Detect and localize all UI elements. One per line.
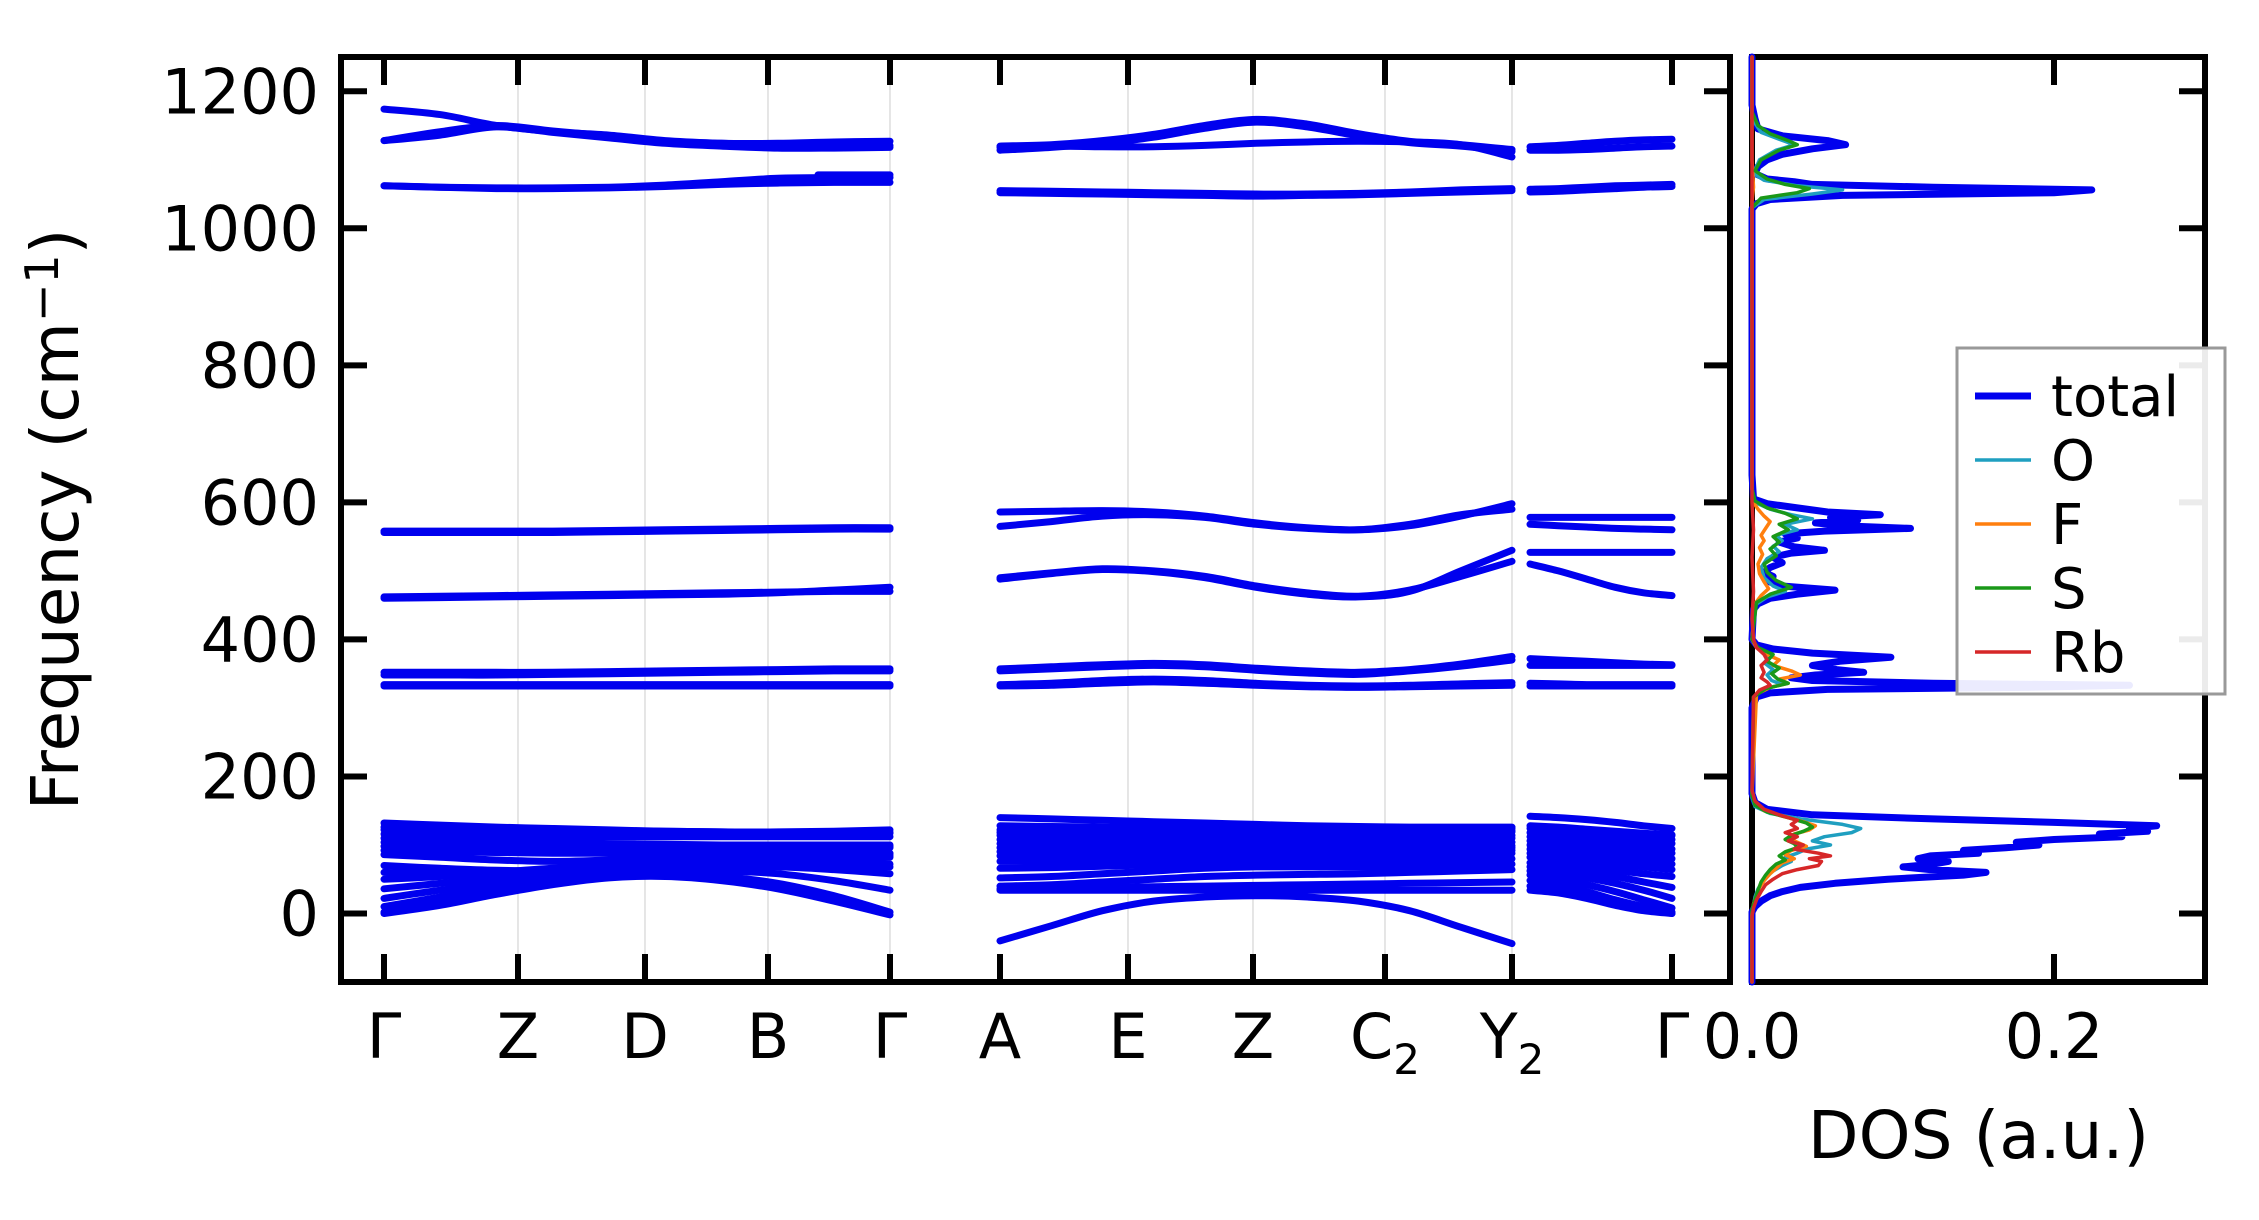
phonon-band-curve — [380, 830, 894, 841]
phonon-band-curve — [996, 860, 1516, 882]
legend-label-Rb: Rb — [2051, 621, 2125, 686]
phonon-band-curve — [996, 137, 1516, 161]
dos-x-axis-label: DOS (a.u.) — [1808, 1097, 2149, 1174]
dos-curve-Rb — [1750, 55, 1833, 984]
phonon-band-curve — [996, 505, 1516, 534]
band-axes-frame — [338, 54, 1733, 985]
phonon-band-curve — [1526, 871, 1676, 912]
phonon-band-curve — [1526, 142, 1676, 154]
phonon-band-curve — [1526, 886, 1676, 917]
dos-curve-S — [1750, 55, 1815, 984]
band-xtick-label: Y2 — [1479, 1000, 1545, 1084]
legend-label-F: F — [2051, 493, 2083, 558]
dos-xtick-label: 0.2 — [2005, 1000, 2104, 1073]
phonon-band-curve — [1526, 135, 1676, 151]
legend-box — [1955, 346, 2227, 696]
band-xtick-label: Z — [497, 1000, 539, 1073]
legend-label-total: total — [2051, 365, 2179, 430]
phonon-band-curve — [1526, 520, 1676, 534]
phonon-band-curve — [996, 546, 1516, 601]
phonon-band-curve — [1526, 837, 1676, 853]
phonon-band-curve — [1526, 825, 1676, 839]
phonon-band-curve — [380, 123, 894, 152]
phonon-band-curve — [1526, 833, 1676, 848]
phonon-band-curve — [380, 525, 894, 537]
phonon-band-curve — [1526, 853, 1676, 874]
dos-curve-F — [1750, 55, 1818, 984]
band-ytick-label: 800 — [201, 329, 319, 402]
phonon-band-curve — [380, 667, 894, 679]
phonon-band-curve — [1526, 829, 1676, 843]
band-xtick-label: Γ — [367, 1000, 402, 1073]
band-ytick-label: 1000 — [161, 192, 319, 265]
phonon-band-curve — [1526, 560, 1676, 600]
phonon-band-curve — [1526, 812, 1676, 832]
band-xtick-label: Γ — [1655, 1000, 1690, 1073]
phonon-band-curve — [380, 583, 894, 602]
phonon-band-curve — [996, 855, 1516, 872]
band-ytick-label: 400 — [201, 603, 319, 676]
phonon-band-curve — [1526, 863, 1676, 891]
phonon-band-curve — [1526, 845, 1676, 863]
phonon-band-curve — [996, 892, 1516, 948]
dos-xtick-label: 0.0 — [1703, 1000, 1802, 1073]
band-xtick-label: B — [747, 1000, 790, 1073]
band-y-axis-label: Frequency (cm−1) — [15, 229, 94, 811]
band-xtick-label: Γ — [873, 1000, 908, 1073]
phonon-band-curve — [1526, 849, 1676, 868]
band-ytick-label: 1200 — [161, 55, 319, 128]
band-ytick-label: 200 — [201, 740, 319, 813]
phonon-band-curve — [380, 178, 894, 193]
legend-label-S: S — [2051, 557, 2087, 622]
phonon-band-curve — [1526, 183, 1676, 196]
band-xtick-label: D — [621, 1000, 669, 1073]
dos-panel — [1748, 53, 2208, 986]
band-ytick-label: 0 — [280, 877, 319, 950]
phonon-band-curve — [1526, 859, 1676, 880]
phonon-band-curve — [1526, 841, 1676, 857]
band-structure-panel — [338, 54, 1733, 985]
phonon-band-curve — [996, 656, 1516, 678]
band-xtick-label: E — [1108, 1000, 1147, 1073]
phonon-band-curve — [1526, 867, 1676, 902]
band-ytick-label: 600 — [201, 466, 319, 539]
phonon-band-curve — [996, 678, 1516, 691]
band-xtick-label: C2 — [1350, 1000, 1420, 1084]
legend-label-O: O — [2051, 429, 2095, 494]
band-xtick-label: Z — [1232, 1000, 1274, 1073]
phonon-band-curve — [996, 866, 1516, 890]
phonon-band-curve — [380, 872, 894, 919]
phonon-band-curve — [996, 187, 1516, 200]
band-xtick-label: A — [979, 1000, 1021, 1073]
